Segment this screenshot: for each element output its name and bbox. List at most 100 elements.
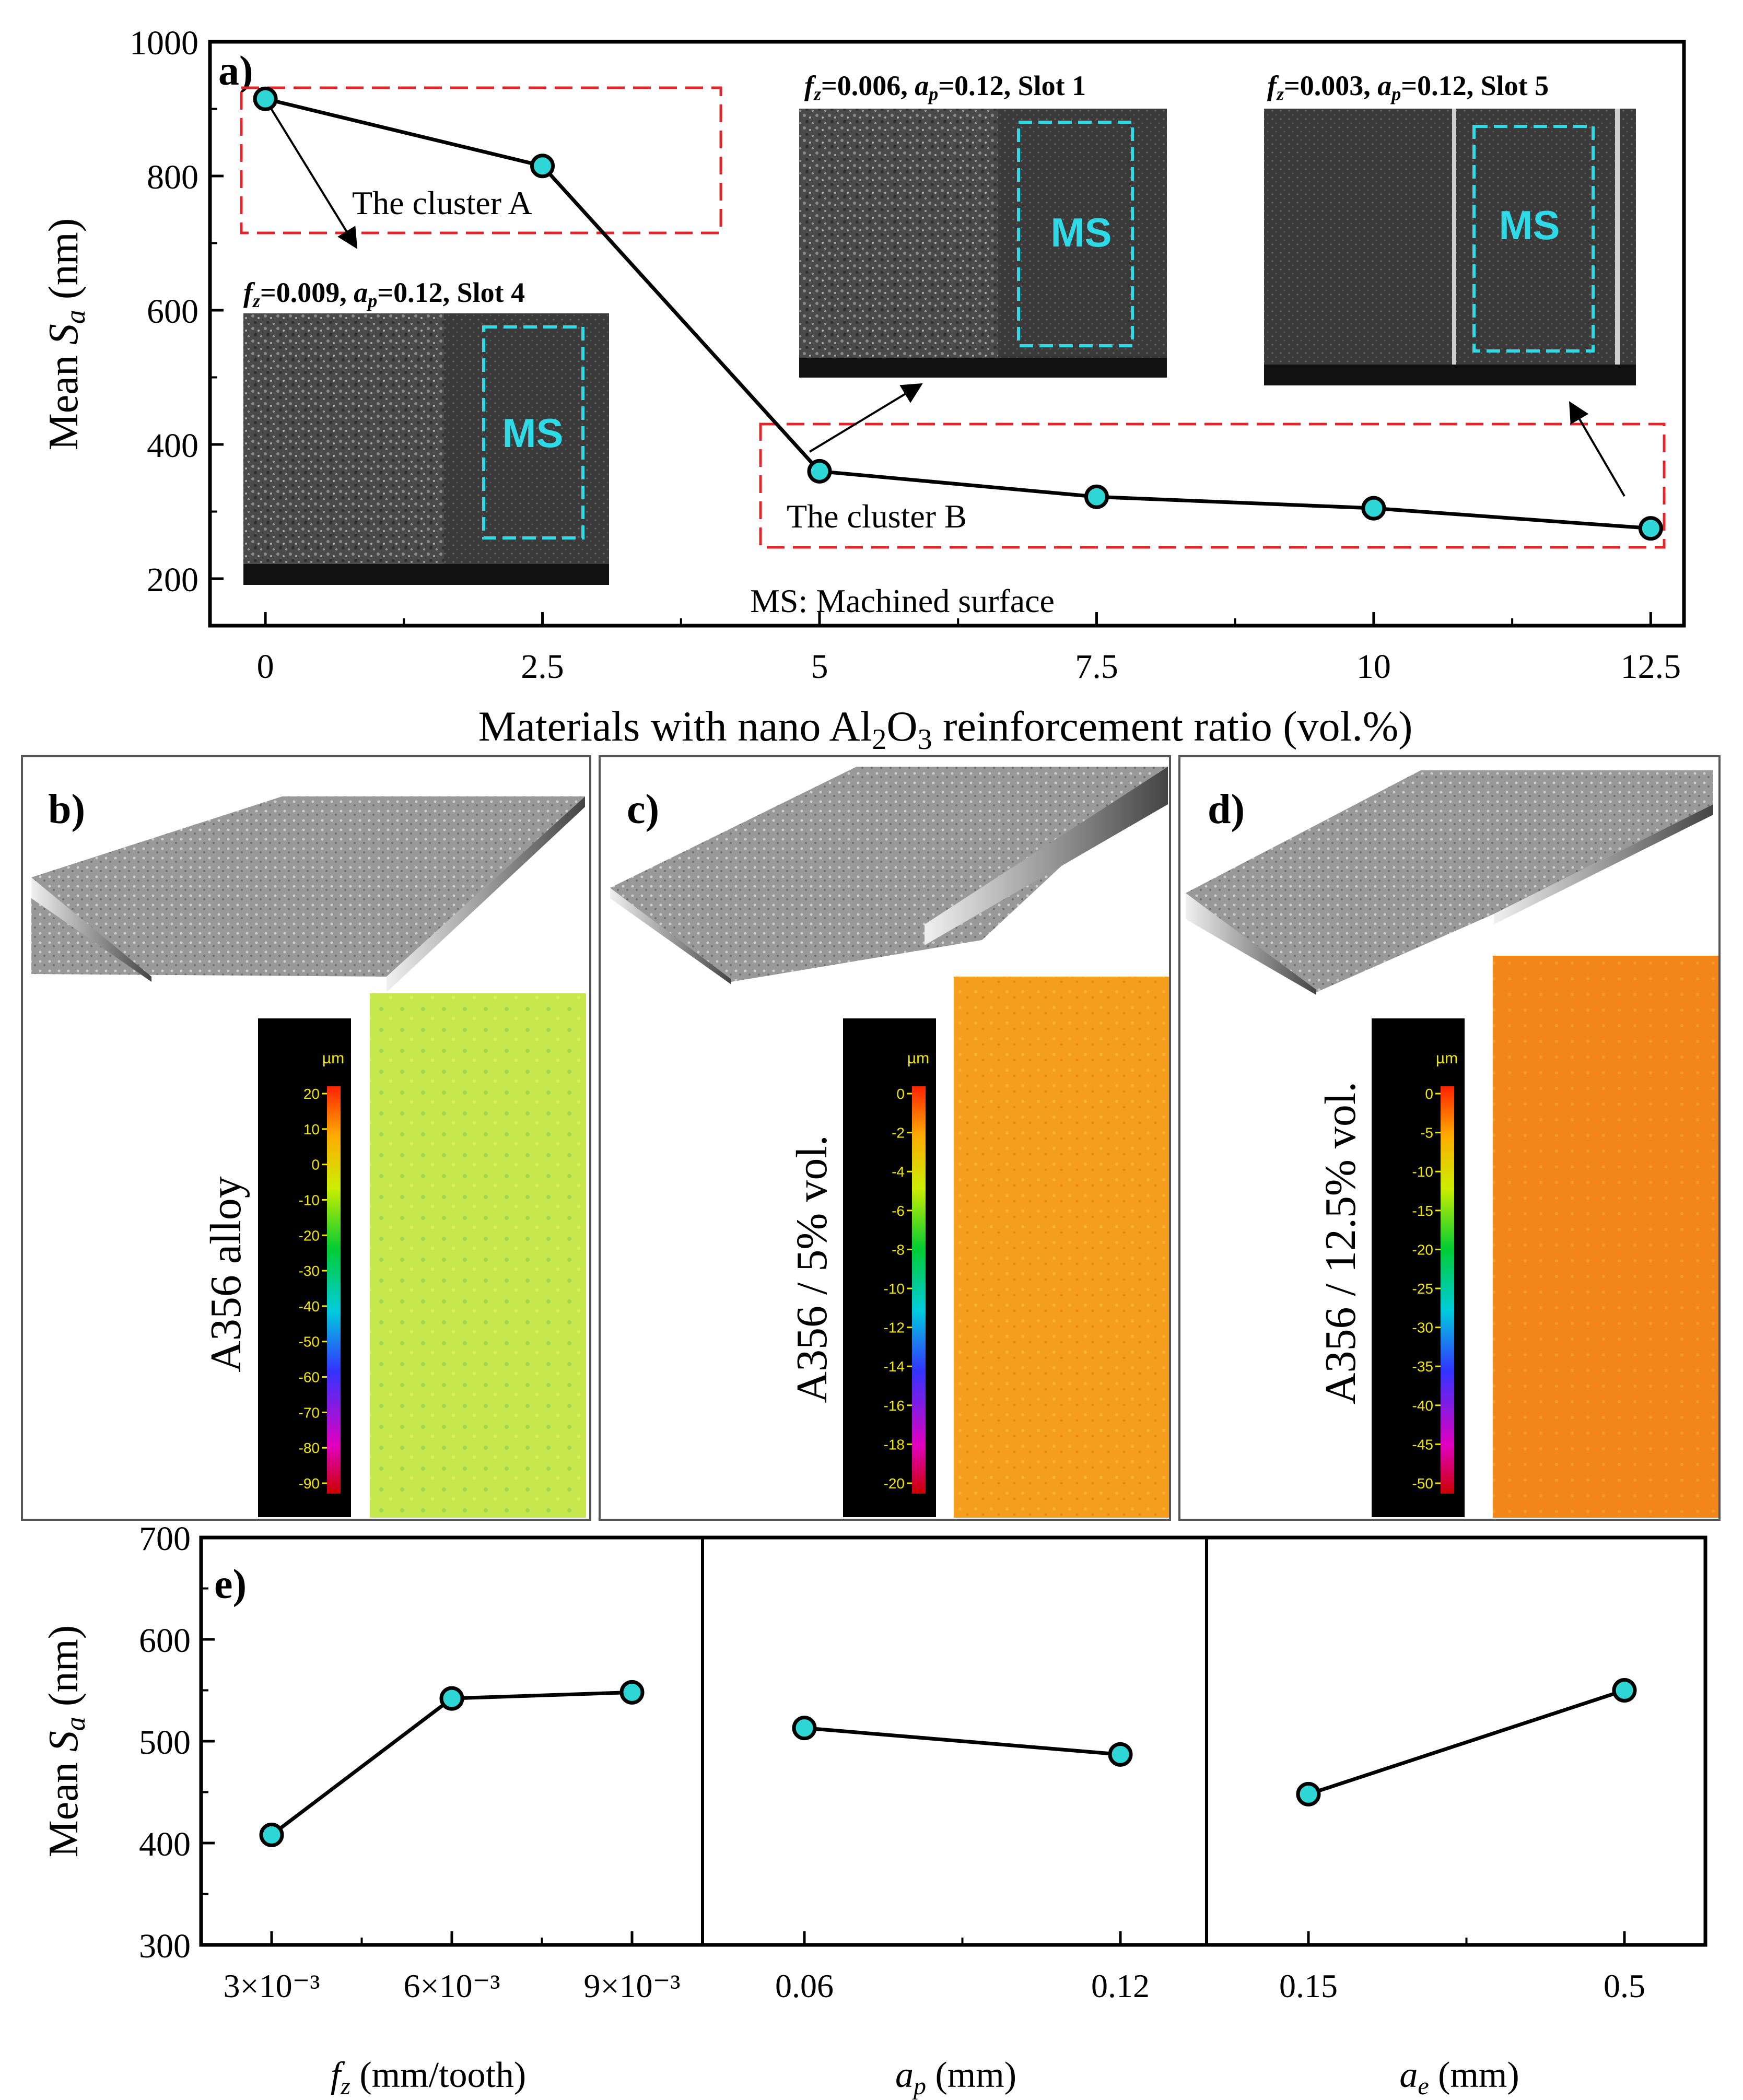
colorbar-tick-label: -16 xyxy=(884,1398,905,1414)
panel-c-height-map xyxy=(954,977,1169,1518)
panel-d-height-map xyxy=(1493,956,1718,1518)
arrow-to-slot-5 xyxy=(1569,401,1625,497)
panel-a-x-tick-label: 0 xyxy=(257,648,274,686)
panel-e-data-point xyxy=(1296,1781,1321,1806)
panel-d-colorbar-ticks: 0 -5 -10 -15 -20 -25 -30 -35 -40 -45 -50 xyxy=(1412,1086,1441,1492)
panel-b-label: b) xyxy=(48,787,85,832)
panel-d: d) µm 0 -5 -10 -15 -20 -25 -30 -35 -40 -45 -50 A35… xyxy=(1178,755,1721,1521)
panel-e-data-point xyxy=(792,1716,817,1741)
panel-e-y-tick-label: 700 xyxy=(139,1520,191,1558)
colorbar-tick-label: -45 xyxy=(1412,1436,1433,1452)
colorbar-tick-label: -30 xyxy=(1412,1320,1433,1336)
ms-label-slot-1: MS xyxy=(1051,209,1112,255)
panel-e-series-line xyxy=(1307,1688,1625,1796)
panel-b-height-map xyxy=(370,993,586,1518)
panel-a-x-tick-label: 10 xyxy=(1356,648,1391,686)
ms-label-slot-4: MS xyxy=(502,410,564,456)
colorbar-tick-label: -70 xyxy=(299,1404,320,1421)
panel-a-data-point xyxy=(253,86,278,111)
cluster-a-label: The cluster A xyxy=(352,184,532,221)
panel-e-x-tick-label: 0.06 xyxy=(775,1967,834,2004)
panel-c-colorbar xyxy=(912,1086,926,1494)
panel-e-x-label-ae: ae (mm) xyxy=(1399,2055,1519,2100)
panel-e-x-tick-label: 9×10⁻³ xyxy=(583,1967,680,2004)
colorbar-tick-label: -12 xyxy=(884,1320,905,1336)
panel-e-y-tick-label: 400 xyxy=(139,1825,191,1863)
panel-a-data-point xyxy=(807,459,832,484)
panel-c-colorbar-unit: µm xyxy=(907,1050,929,1067)
panel-e-x-tick-label: 6×10⁻³ xyxy=(403,1967,500,2004)
colorbar-tick-label: -80 xyxy=(299,1440,320,1456)
panel-e-series-line xyxy=(804,1726,1121,1756)
panel-e-data-point xyxy=(1108,1742,1133,1767)
panel-c: c) µm 0 -2 -4 -6 -8 -10 -12 -14 -16 -18 -20 A356 /… xyxy=(599,755,1171,1521)
cluster-b-label: The cluster B xyxy=(787,498,967,535)
panel-b-material: A356 alloy xyxy=(202,1176,250,1372)
panel-b-colorbar xyxy=(327,1086,341,1494)
colorbar-tick-label: -8 xyxy=(892,1241,905,1258)
colorbar-tick-label: -60 xyxy=(299,1369,320,1386)
colorbar-tick-label: -14 xyxy=(884,1358,905,1375)
panel-d-colorbar-unit: µm xyxy=(1436,1050,1458,1067)
panel-b-colorbar-unit: µm xyxy=(322,1050,344,1067)
panel-e-x-label-ap: ap (mm) xyxy=(895,2055,1016,2100)
colorbar-tick-label: -18 xyxy=(884,1436,905,1452)
panel-e-y-ticks: 300 400 500 600 700 xyxy=(139,1520,215,1965)
colorbar-tick-label: -25 xyxy=(1412,1281,1433,1297)
colorbar-tick-label: -10 xyxy=(884,1281,905,1297)
panel-b: b) µm 20 10 0 -10 -20 -30 -40 -50 -60 -70 -80 -90 A… xyxy=(21,755,591,1521)
panel-c-material: A356 / 5% vol. xyxy=(788,1135,836,1403)
panel-e-data-point xyxy=(619,1680,645,1705)
panel-e-y-tick-label: 500 xyxy=(139,1723,191,1762)
panel-a-frame xyxy=(208,40,1686,628)
panel-d-label: d) xyxy=(1208,787,1245,832)
panel-e-y-tick-label: 600 xyxy=(139,1622,191,1660)
panel-e-x-ticks: 3×10⁻³ 6×10⁻³ 9×10⁻³ 0.06 0.12 0.15 0.5 xyxy=(223,1931,1645,2004)
panel-a-x-tick-label: 12.5 xyxy=(1621,648,1681,686)
panel-a-x-axis-label: Materials with nano Al2O3 reinforcement … xyxy=(478,702,1413,756)
cluster-b-box xyxy=(759,423,1666,549)
colorbar-tick-label: -20 xyxy=(884,1475,905,1492)
panel-a-y-tick-label: 400 xyxy=(147,427,198,465)
panel-a-x-tick-label: 7.5 xyxy=(1075,648,1118,686)
colorbar-tick-label: -2 xyxy=(892,1125,905,1141)
machined-surface-note: MS: Machined surface xyxy=(750,582,1055,619)
panel-a-data-point xyxy=(1084,484,1109,509)
colorbar-tick-label: -40 xyxy=(1412,1398,1433,1414)
panel-c-label: c) xyxy=(627,787,659,832)
panel-e-label: e) xyxy=(214,1562,247,1608)
colorbar-tick-label: 10 xyxy=(303,1121,320,1137)
panel-e-y-axis-label: Mean Sa (nm) xyxy=(41,1625,91,1858)
colorbar-tick-label: -15 xyxy=(1412,1203,1433,1219)
panel-a-y-axis-label: Mean Sa (nm) xyxy=(41,218,91,451)
panel-e-y-tick-label: 300 xyxy=(139,1927,191,1965)
sem-caption-slot-4: fz=0.009, ap=0.12, Slot 4 xyxy=(243,277,525,311)
cluster-a-box xyxy=(240,86,722,234)
sem-image-slot-4: fz=0.009, ap=0.12, Slot 4 MS xyxy=(243,277,609,585)
sem-image-slot-1: fz=0.006, ap=0.12, Slot 1 MS xyxy=(799,70,1167,378)
panel-e-plot xyxy=(259,1678,1637,1847)
sem-caption-slot-1: fz=0.006, ap=0.12, Slot 1 xyxy=(804,70,1086,104)
colorbar-tick-label: -90 xyxy=(299,1475,320,1492)
ms-box-slot-4 xyxy=(482,325,584,539)
ms-box-slot-1 xyxy=(1017,121,1134,347)
colorbar-tick-label: -5 xyxy=(1420,1125,1433,1141)
colorbar-tick-label: -4 xyxy=(892,1164,905,1180)
panel-a-data-point xyxy=(530,154,555,179)
panel-e-data-point xyxy=(259,1822,284,1847)
sem-caption-slot-5: fz=0.003, ap=0.12, Slot 5 xyxy=(1267,70,1549,104)
colorbar-tick-label: -50 xyxy=(1412,1475,1433,1492)
panel-a-x-tick-label: 5 xyxy=(811,648,828,686)
panel-e: e) 300 400 500 600 700 Mean Sa (nm) fz (mm/t… xyxy=(41,1520,1707,2100)
panel-e-data-point xyxy=(439,1686,464,1711)
colorbar-tick-label: -35 xyxy=(1412,1358,1433,1375)
panel-a-data-point xyxy=(1361,496,1386,521)
colorbar-tick-label: -50 xyxy=(299,1334,320,1350)
panel-a-y-tick-label: 600 xyxy=(147,292,198,331)
panel-a-x-tick-label: 2.5 xyxy=(521,648,564,686)
panel-e-series-line xyxy=(270,1690,633,1837)
panel-a-y-tick-label: 800 xyxy=(147,158,198,196)
panel-a-y-tick-label: 200 xyxy=(147,561,198,599)
colorbar-tick-label: -10 xyxy=(1412,1164,1433,1180)
